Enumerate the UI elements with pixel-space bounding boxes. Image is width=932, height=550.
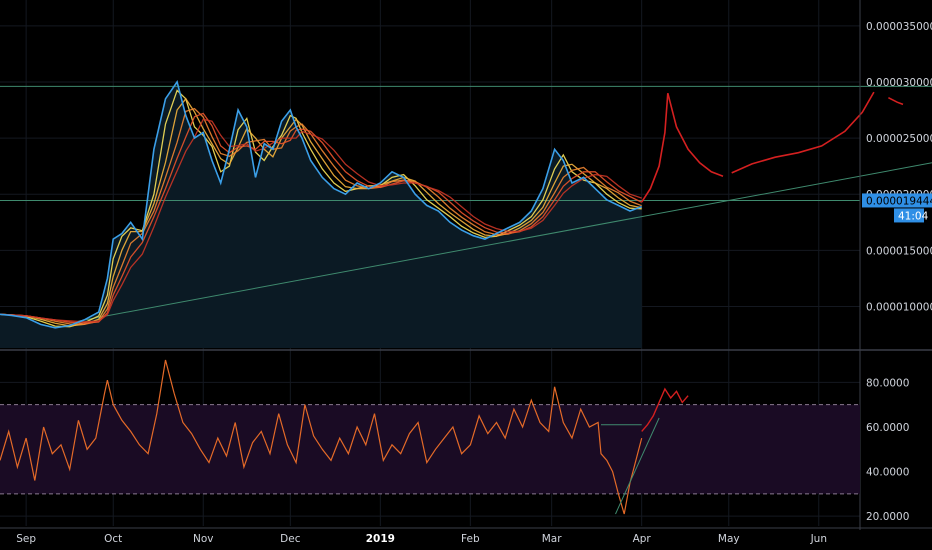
oscillator-trendline <box>615 417 660 515</box>
ma-ribbon-2 <box>0 107 642 326</box>
price-line <box>0 79 642 329</box>
time-axis-tick: Sep <box>16 533 36 545</box>
price-projection-3 <box>731 91 875 174</box>
oscillator-axis-tick: 60.0000 <box>866 422 909 434</box>
price-axis-tick: 0.000035000 <box>866 21 932 33</box>
time-axis-tick: Nov <box>193 533 214 545</box>
time-axis-tick: Mar <box>542 533 562 545</box>
time-axis-tick: Jun <box>810 533 827 545</box>
oscillator-projection <box>641 387 689 432</box>
time-axis-tick: Apr <box>633 533 652 545</box>
price-projection-2 <box>667 93 724 177</box>
price-axis-tick: 0.000015000 <box>866 245 932 257</box>
price-axis-tick: 0.000030000 <box>866 77 932 89</box>
time-axis-tick: 2019 <box>366 533 395 545</box>
time-axis-tick: Dec <box>280 533 301 545</box>
time-axis-tick: Feb <box>461 533 480 545</box>
ma-ribbon-1 <box>0 97 642 327</box>
oscillator-axis-tick: 80.0000 <box>866 377 909 389</box>
ma-ribbon-4 <box>0 118 642 323</box>
time-axis-tick: Oct <box>104 533 122 545</box>
countdown-tag <box>894 208 924 223</box>
last-price-tag <box>862 193 932 208</box>
oscillator-axis-tick: 20.0000 <box>866 511 909 523</box>
price-axis-tick: 0.000025000 <box>866 133 932 145</box>
ma-ribbon-3 <box>0 112 642 324</box>
time-axis-tick: May <box>718 533 740 545</box>
price-area <box>0 81 642 349</box>
price-projection-1 <box>641 93 669 203</box>
countdown-label: 41:04 <box>898 210 929 222</box>
price-axis-tick: 0.000010000 <box>866 301 932 313</box>
oscillator-band <box>0 404 860 494</box>
ma-ribbon-0 <box>0 89 642 328</box>
oscillator-line <box>0 359 643 515</box>
price-trendline <box>78 162 932 322</box>
last-price-label: 0.000019444 <box>866 195 932 207</box>
price-projection-4 <box>888 96 904 106</box>
oscillator-axis-tick: 40.0000 <box>866 467 909 479</box>
